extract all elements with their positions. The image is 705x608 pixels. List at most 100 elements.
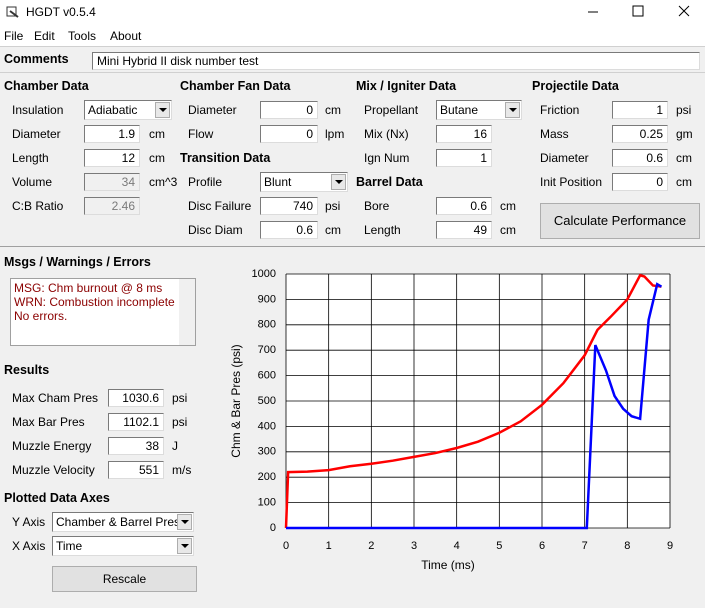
field-label: Friction <box>540 103 580 117</box>
field-label: Length <box>12 151 49 165</box>
title-bar <box>0 0 705 24</box>
y-tick-label: 400 <box>258 420 276 432</box>
y-tick-label: 600 <box>258 370 276 382</box>
text-input[interactable]: 12 <box>84 149 140 167</box>
group-title: Mix / Igniter Data <box>356 79 457 93</box>
menu-item[interactable]: Edit <box>34 29 55 43</box>
text-input[interactable]: 740 <box>260 197 318 215</box>
dropdown-arrow[interactable] <box>177 514 192 530</box>
field-label: X Axis <box>12 539 46 553</box>
messages-title: Msgs / Warnings / Errors <box>4 255 151 269</box>
comments-input[interactable]: Mini Hybrid II disk number test <box>92 52 700 70</box>
dropdown[interactable]: Adiabatic <box>84 100 172 120</box>
text-input[interactable]: 1.9 <box>84 125 140 143</box>
calculate-button[interactable]: Calculate Performance <box>540 203 700 239</box>
text-input: 2.46 <box>84 197 140 215</box>
y-tick-label: 1000 <box>252 268 276 280</box>
text-input[interactable]: 0.6 <box>436 197 492 215</box>
text-input[interactable]: 551 <box>108 461 164 479</box>
x-tick-label: 6 <box>539 540 545 552</box>
group-title: Projectile Data <box>532 79 619 93</box>
window-title: HGDT v0.5.4 <box>26 5 96 19</box>
dropdown-arrow[interactable] <box>331 174 346 190</box>
menu-item[interactable]: About <box>110 29 142 43</box>
x-tick-label: 8 <box>624 540 630 552</box>
field-label: Max Cham Pres <box>12 391 99 405</box>
text-input[interactable]: 0.6 <box>612 149 668 167</box>
field-label: Diameter <box>188 103 237 117</box>
menu-item[interactable]: File <box>4 29 24 43</box>
field-label: Init Position <box>540 175 603 189</box>
message-line: WRN: Combustion incomplete <box>14 295 175 309</box>
dropdown-arrow[interactable] <box>177 538 192 554</box>
rescale-button[interactable]: Rescale <box>52 566 197 592</box>
dropdown-arrow[interactable] <box>155 102 170 118</box>
field-label: Max Bar Pres <box>12 415 85 429</box>
dropdown-value: Adiabatic <box>88 103 138 117</box>
y-tick-label: 500 <box>258 395 276 407</box>
field-label: Diameter <box>540 151 589 165</box>
field-label: Profile <box>188 175 223 189</box>
unit-label: cm <box>149 151 165 165</box>
y-tick-label: 0 <box>270 522 276 534</box>
text-input[interactable]: 38 <box>108 437 164 455</box>
separator <box>0 46 705 47</box>
text-input[interactable]: 16 <box>436 125 492 143</box>
message-line: MSG: Chm burnout @ 8 ms <box>14 281 163 295</box>
y-axis-label: Chm & Bar Pres (psi) <box>229 344 243 457</box>
text-input[interactable]: 0 <box>260 125 318 143</box>
text-input[interactable]: 0 <box>260 101 318 119</box>
text-input[interactable]: 1 <box>436 149 492 167</box>
field-label: Mix (Nx) <box>364 127 409 141</box>
y-tick-label: 300 <box>258 446 276 458</box>
field-label: Disc Failure <box>188 199 252 213</box>
field-label: Mass <box>540 127 569 141</box>
field-label: Volume <box>12 175 53 189</box>
window-controls[interactable] <box>570 0 705 24</box>
text-input[interactable]: 0.6 <box>260 221 318 239</box>
field-label: Muzzle Energy <box>12 439 92 453</box>
y-tick-label: 900 <box>258 293 276 305</box>
dropdown[interactable]: Time <box>52 536 194 556</box>
x-axis-label: Time (ms) <box>421 558 475 572</box>
text-input[interactable]: 1 <box>612 101 668 119</box>
field-label: Bore <box>364 199 390 213</box>
field-label: Diameter <box>12 127 61 141</box>
y-tick-label: 100 <box>258 497 276 509</box>
text-input[interactable]: 0 <box>612 173 668 191</box>
group-title: Barrel Data <box>356 175 423 189</box>
separator <box>0 72 705 73</box>
unit-label: m/s <box>172 463 192 477</box>
unit-label: psi <box>325 199 341 213</box>
dropdown[interactable]: Blunt <box>260 172 348 192</box>
field-label: Disc Diam <box>188 223 243 237</box>
field-label: Flow <box>188 127 214 141</box>
scrollbar <box>179 279 195 345</box>
y-tick-label: 800 <box>258 319 276 331</box>
field-label: C:B Ratio <box>12 199 64 213</box>
y-tick-label: 200 <box>258 471 276 483</box>
text-input[interactable]: 49 <box>436 221 492 239</box>
x-tick-label: 1 <box>326 540 332 552</box>
text-input[interactable]: 1102.1 <box>108 413 164 431</box>
unit-label: cm <box>325 223 341 237</box>
text-input: 34 <box>84 173 140 191</box>
dropdown-arrow[interactable] <box>505 102 520 118</box>
x-tick-label: 0 <box>283 540 289 552</box>
text-input[interactable]: 1030.6 <box>108 389 164 407</box>
x-tick-label: 5 <box>496 540 502 552</box>
group-title: Chamber Data <box>4 79 89 93</box>
menu-item[interactable]: Tools <box>68 29 97 43</box>
dropdown-value: Blunt <box>264 175 292 189</box>
y-tick-label: 700 <box>258 344 276 356</box>
dropdown-value: Butane <box>440 103 479 117</box>
dropdown-value: Time <box>56 539 83 553</box>
x-tick-label: 2 <box>368 540 374 552</box>
text-input[interactable]: 0.25 <box>612 125 668 143</box>
dropdown[interactable]: Chamber & Barrel Pressure <box>52 512 194 532</box>
unit-label: cm <box>500 199 516 213</box>
comments-label: Comments <box>4 52 69 66</box>
group-title: Chamber Fan Data <box>180 79 291 93</box>
dropdown[interactable]: Butane <box>436 100 522 120</box>
